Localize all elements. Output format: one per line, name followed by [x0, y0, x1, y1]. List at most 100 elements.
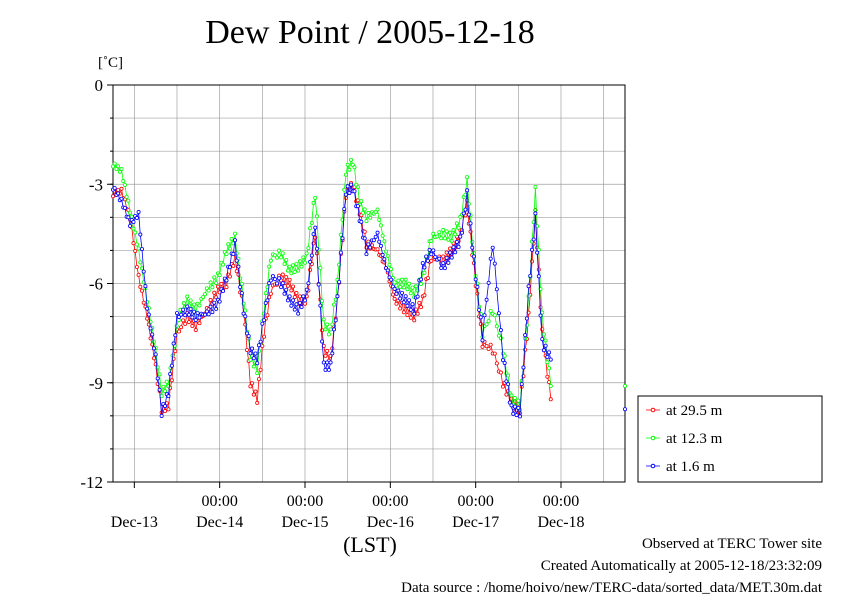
legend-swatch-marker [650, 463, 656, 469]
data-point [212, 290, 217, 295]
data-point [117, 169, 122, 174]
data-point [197, 303, 202, 308]
data-point [330, 322, 335, 327]
data-point [359, 219, 364, 224]
data-point [502, 360, 507, 365]
data-point [509, 393, 514, 398]
data-point [233, 231, 238, 236]
data-point [463, 207, 468, 212]
data-point [306, 281, 311, 286]
data-point [444, 229, 449, 234]
data-point [203, 292, 208, 297]
data-point [246, 334, 251, 339]
data-point [415, 311, 420, 316]
data-point [119, 196, 124, 201]
legend-label: at 12.3 m [666, 431, 723, 447]
data-point [250, 381, 255, 386]
data-point [234, 269, 239, 274]
data-point [248, 384, 253, 389]
data-point [352, 189, 357, 194]
data-point [138, 284, 143, 289]
data-point [133, 249, 138, 254]
data-point [444, 250, 449, 255]
data-point [122, 205, 127, 210]
data-point [159, 413, 164, 418]
data-point [151, 346, 156, 351]
data-point [465, 175, 470, 180]
data-point [282, 262, 287, 267]
data-point [299, 264, 304, 269]
data-point [359, 199, 364, 204]
data-point [394, 291, 399, 296]
series-at-12-3-m [111, 157, 628, 412]
data-point [349, 182, 354, 187]
data-point [478, 315, 483, 320]
data-point [316, 282, 321, 287]
legend-swatch-marker [650, 407, 656, 413]
data-point [332, 327, 337, 332]
data-point [157, 372, 162, 377]
data-point [446, 237, 451, 242]
data-point [284, 287, 289, 292]
data-point [345, 162, 350, 167]
data-point [258, 367, 263, 372]
data-point [390, 292, 395, 297]
data-point [349, 157, 354, 162]
data-point [212, 275, 217, 280]
legend-box [637, 395, 823, 483]
data-point [471, 254, 476, 259]
data-point [320, 339, 325, 344]
data-point [299, 305, 304, 310]
data-point [480, 344, 485, 349]
data-point [543, 338, 548, 343]
data-point [233, 238, 238, 243]
data-point [296, 311, 301, 316]
data-point [477, 307, 482, 312]
data-point [511, 411, 516, 416]
data-point [385, 268, 390, 273]
data-point [441, 228, 446, 233]
data-point [456, 225, 461, 230]
data-point [256, 377, 261, 382]
data-point [197, 321, 202, 326]
data-point [128, 223, 133, 228]
data-point [318, 303, 323, 308]
data-point [190, 324, 195, 329]
data-point [494, 361, 499, 366]
data-point [547, 366, 552, 371]
data-point [145, 306, 150, 311]
data-point [287, 277, 292, 282]
data-point [183, 313, 188, 318]
data-point [157, 387, 162, 392]
data-point [448, 246, 453, 251]
data-point [291, 263, 296, 268]
data-point [294, 261, 299, 266]
data-point [243, 314, 248, 319]
data-point [377, 217, 382, 222]
data-point [533, 211, 538, 216]
y-tick-label: -12 [80, 473, 103, 492]
data-point [302, 298, 307, 303]
data-point [399, 290, 404, 295]
data-point [161, 384, 166, 389]
data-point [531, 237, 536, 242]
data-point [498, 370, 503, 375]
data-point [408, 291, 413, 296]
data-point [444, 255, 449, 260]
data-point [422, 270, 427, 275]
x-tick-time-label: 00:00 [457, 493, 493, 510]
data-point [412, 318, 417, 323]
data-point [484, 344, 489, 349]
data-point [330, 351, 335, 356]
data-point [410, 302, 415, 307]
data-point [623, 384, 628, 389]
data-point [366, 210, 371, 215]
data-point [268, 291, 273, 296]
data-point [141, 300, 146, 305]
data-point [473, 277, 478, 282]
data-point [441, 254, 446, 259]
data-point [267, 264, 272, 269]
data-point [285, 283, 290, 288]
data-point [141, 269, 146, 274]
data-point [378, 223, 383, 228]
